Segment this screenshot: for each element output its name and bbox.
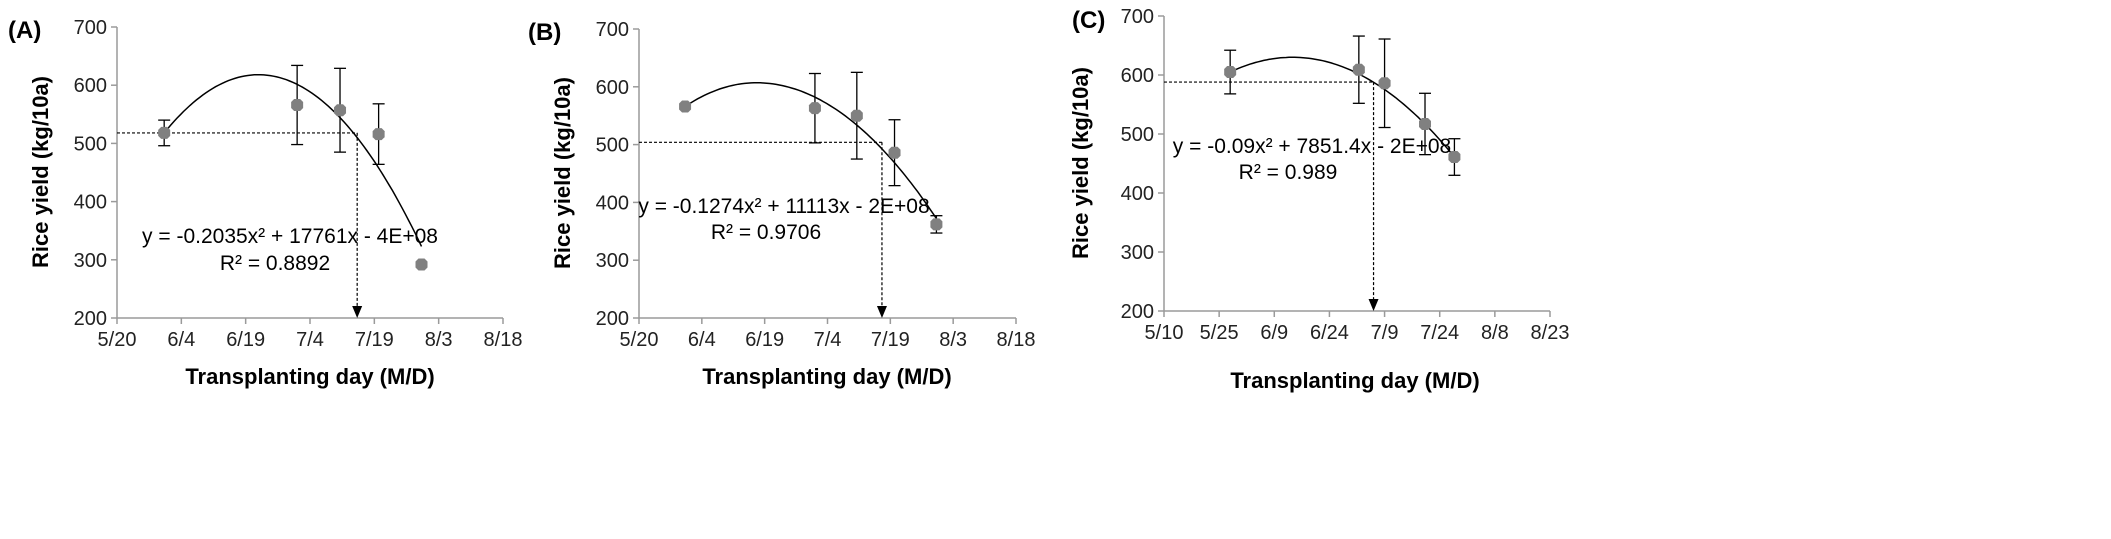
reference-arrow-head [876, 306, 887, 318]
x-tick-label: 5/10 [1145, 322, 1184, 344]
x-tick-label: 8/18 [484, 329, 523, 351]
trendline-equation: y = -0.1274x² + 11113x - 2E+08 [638, 195, 929, 218]
x-axis-title: Transplanting day (M/D) [702, 364, 951, 389]
data-point [1224, 66, 1237, 79]
y-tick-label: 200 [74, 308, 107, 330]
x-tick-label: 7/19 [355, 329, 394, 351]
panel-b: 200 300 400 500 600 700 5/20 6/4 6/19 7/4 7/19 8/3 8… [528, 19, 1035, 389]
data-point [1419, 117, 1432, 130]
y-tick-label: 700 [1121, 6, 1154, 28]
data-point [679, 100, 692, 113]
y-tick-label: 600 [74, 75, 107, 97]
x-tick-label: 6/19 [745, 329, 784, 351]
x-tick-label: 6/9 [1260, 322, 1288, 344]
data-point [808, 102, 821, 115]
y-tick-label: 700 [74, 17, 107, 39]
y-tick-label: 300 [596, 250, 629, 272]
r-squared: R² = 0.989 [1239, 161, 1338, 184]
x-tick-label: 8/18 [997, 329, 1036, 351]
panel-label: (A) [8, 17, 41, 44]
x-tick-label: 6/19 [226, 329, 265, 351]
y-tick-label: 400 [74, 192, 107, 214]
data-point [850, 109, 863, 122]
y-tick-label: 600 [596, 77, 629, 99]
x-tick-label: 7/24 [1420, 322, 1459, 344]
y-tick-label: 700 [596, 19, 629, 41]
trendline-equation: y = -0.09x² + 7851.4x - 2E+08 [1173, 135, 1451, 158]
reference-arrow-head [352, 306, 363, 318]
panel-a: 200 300 400 500 600 700 5/20 6/4 6/19 7/4 7/19 8/3 8… [8, 17, 522, 389]
x-tick-label: 5/25 [1200, 322, 1239, 344]
y-tick-label: 300 [74, 250, 107, 272]
y-tick-label: 400 [596, 192, 629, 214]
x-tick-label: 7/19 [871, 329, 910, 351]
panel-c: 200 300 400 500 600 700 5/10 5/25 6/9 6/24 7/9 7/24… [1068, 6, 1569, 393]
x-tick-label: 5/20 [620, 329, 659, 351]
x-tick-label: 8/3 [425, 329, 453, 351]
y-axis-title: Rice yield (kg/10a) [28, 76, 53, 268]
data-point [1448, 151, 1461, 164]
x-tick-label: 8/8 [1481, 322, 1509, 344]
x-tick-label: 8/3 [939, 329, 967, 351]
data-point [372, 128, 385, 141]
y-tick-label: 500 [74, 133, 107, 155]
data-point [334, 104, 347, 117]
y-tick-label: 300 [1121, 242, 1154, 264]
data-point [888, 146, 901, 159]
reference-arrow-head [1368, 299, 1379, 311]
x-tick-label: 7/4 [296, 329, 324, 351]
x-tick-label: 8/23 [1531, 322, 1570, 344]
x-tick-label: 7/9 [1371, 322, 1399, 344]
x-tick-label: 5/20 [98, 329, 137, 351]
y-tick-label: 600 [1121, 65, 1154, 87]
panel-label: (B) [528, 19, 561, 46]
y-tick-label: 200 [1121, 301, 1154, 323]
y-tick-label: 500 [596, 135, 629, 157]
x-tick-label: 6/4 [167, 329, 195, 351]
y-axis-title: Rice yield (kg/10a) [1068, 67, 1093, 259]
x-axis-title: Transplanting day (M/D) [1230, 368, 1479, 393]
data-point [291, 98, 304, 111]
data-point [1378, 77, 1391, 90]
trendline [163, 73, 423, 247]
x-tick-label: 6/4 [688, 329, 716, 351]
x-axis-title: Transplanting day (M/D) [185, 364, 434, 389]
panel-label: (C) [1072, 7, 1105, 34]
data-point [158, 126, 171, 139]
trendline [1229, 56, 1455, 158]
data-point [930, 218, 943, 231]
data-point [1352, 63, 1365, 76]
r-squared: R² = 0.8892 [220, 252, 330, 275]
trendline-equation: y = -0.2035x² + 17761x - 4E+08 [142, 225, 438, 248]
x-tick-label: 6/24 [1310, 322, 1349, 344]
y-axis-title: Rice yield (kg/10a) [550, 77, 575, 269]
y-tick-label: 200 [596, 308, 629, 330]
y-tick-label: 500 [1121, 124, 1154, 146]
x-tick-label: 7/4 [814, 329, 842, 351]
r-squared: R² = 0.9706 [711, 221, 821, 244]
y-tick-label: 400 [1121, 183, 1154, 205]
data-point [415, 258, 428, 271]
